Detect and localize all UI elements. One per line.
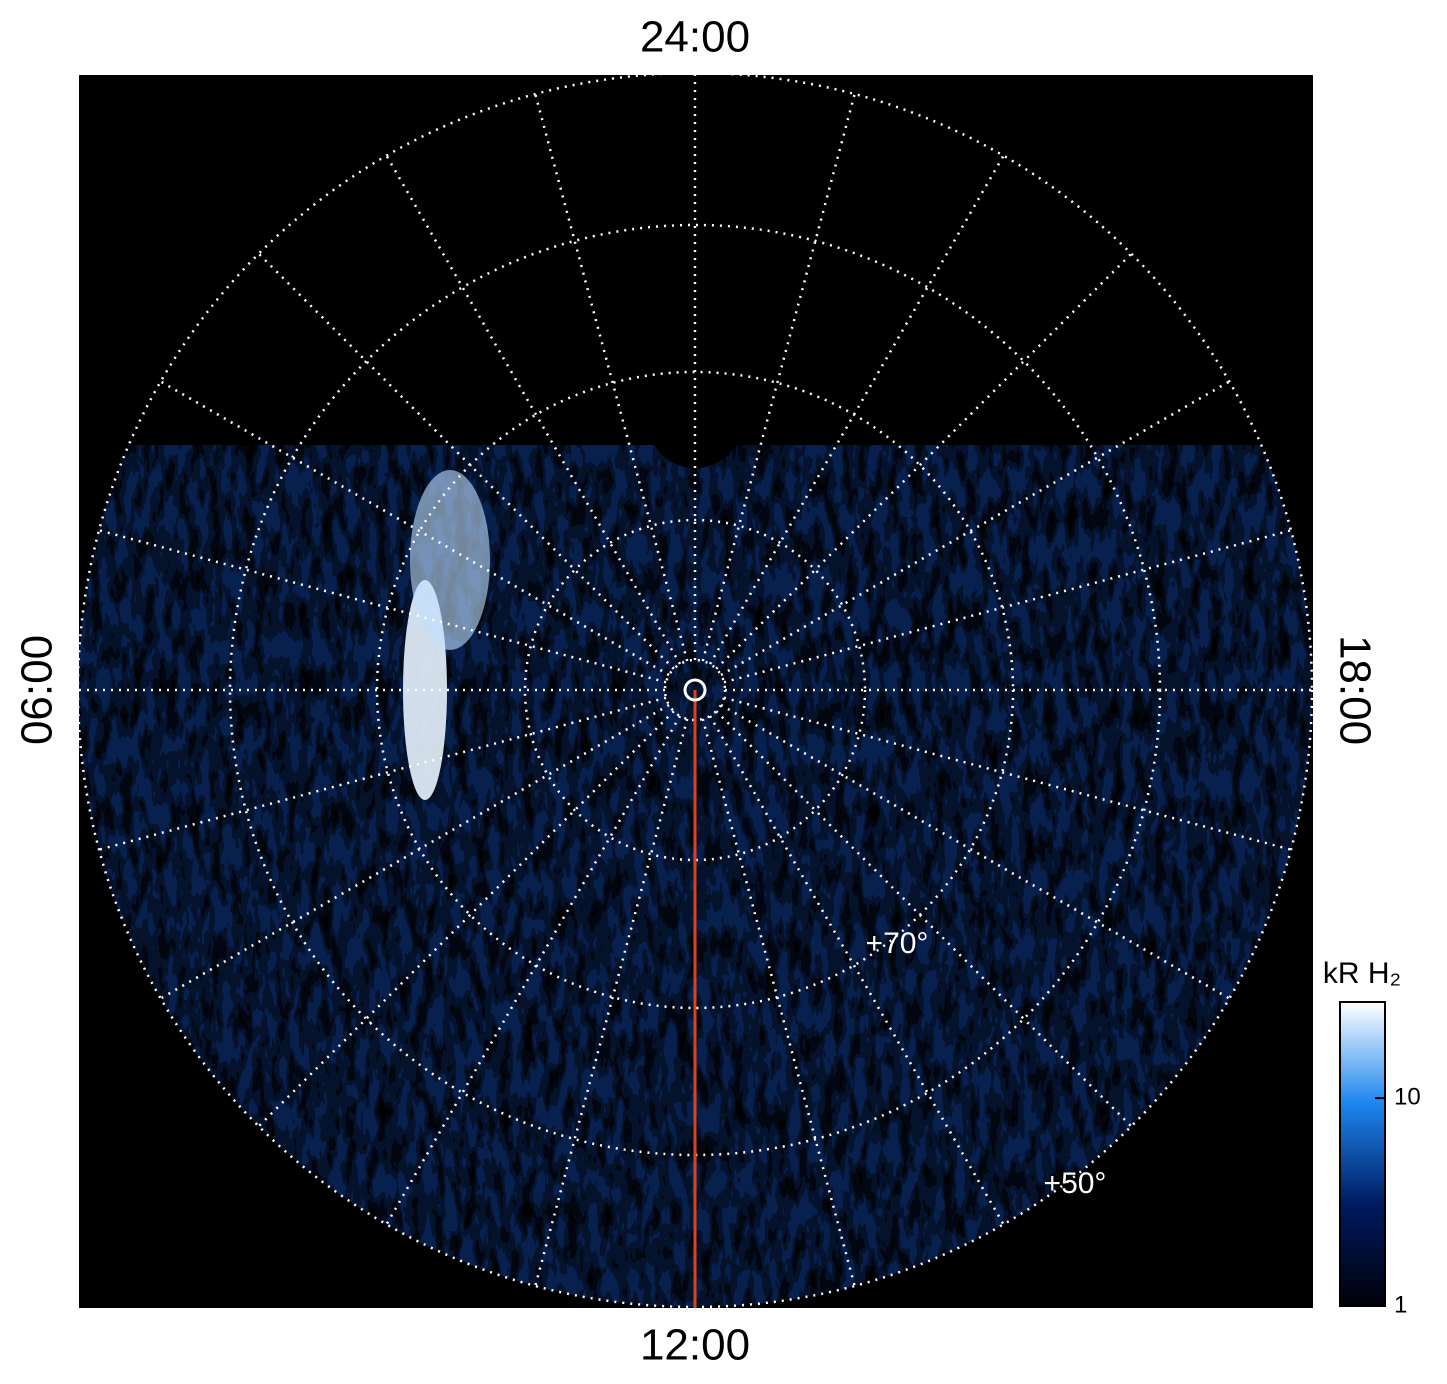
grid-meridian [701, 718, 856, 1287]
grid-meridian [98, 529, 667, 684]
grid-meridian [723, 696, 1292, 851]
grid-meridian [708, 155, 1005, 665]
grid-meridian [160, 380, 670, 677]
grid-circle [523, 518, 867, 862]
time-label: 18:00 [1330, 635, 1379, 745]
latitude-label: +50° [1044, 1167, 1107, 1200]
grid-meridian [720, 703, 1230, 1000]
grid-meridian [715, 252, 1133, 670]
grid-meridian [160, 703, 670, 1000]
grid-meridian [534, 93, 689, 662]
grid-meridian [715, 710, 1133, 1128]
time-label: 06:00 [13, 635, 62, 745]
grid-circle [228, 223, 1162, 1157]
pole-marker [683, 678, 707, 702]
grid-meridian [257, 252, 675, 670]
latitude-label: +70° [866, 927, 929, 960]
grid-meridian [257, 710, 675, 1128]
time-label: 24:00 [640, 13, 750, 62]
grid-meridian [385, 715, 682, 1225]
grid-meridian [534, 718, 689, 1287]
colorbar-tick-label: 1 [1394, 1291, 1407, 1318]
colorbar [1339, 1001, 1386, 1307]
grid-meridian [385, 155, 682, 665]
grid-meridian [720, 380, 1230, 677]
colorbar-title: kR H₂ [1323, 957, 1401, 990]
colorbar-tick-label: 10 [1394, 1083, 1421, 1110]
grid-meridian [723, 529, 1292, 684]
grid-meridian [708, 715, 1005, 1225]
grid-meridian [701, 93, 856, 662]
time-label: 12:00 [640, 1321, 750, 1370]
grid-meridian [98, 696, 667, 851]
